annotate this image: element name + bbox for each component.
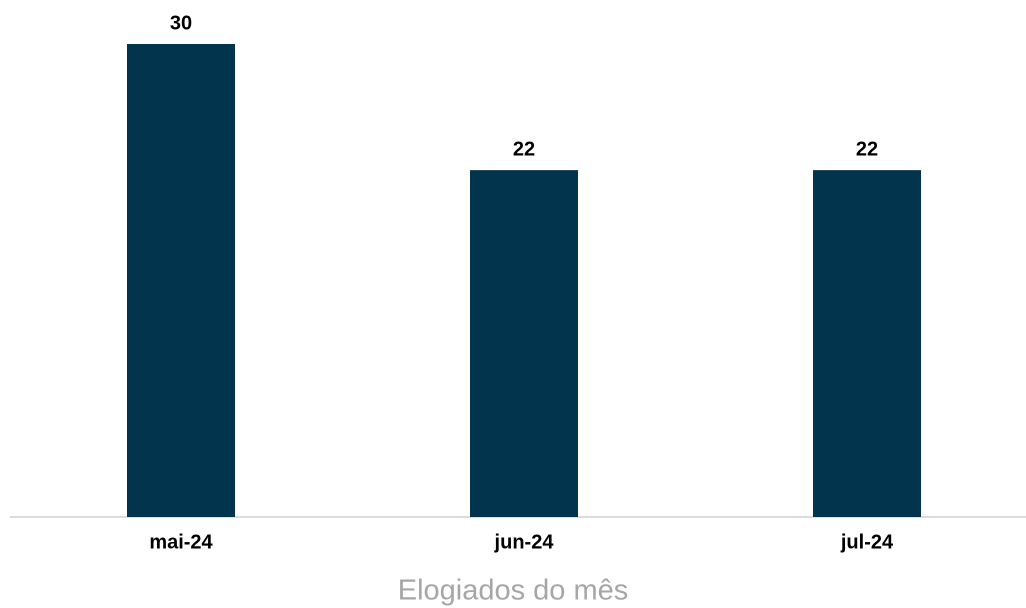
- bar: [813, 170, 921, 517]
- bar: [470, 170, 578, 517]
- bar: [127, 44, 235, 517]
- x-tick-label: jun-24: [494, 531, 555, 553]
- value-label: 22: [856, 138, 878, 160]
- value-label: 22: [513, 138, 535, 160]
- x-tick-label: jul-24: [840, 531, 894, 553]
- value-label: 30: [170, 12, 192, 34]
- x-axis-label: Elogiados do mês: [398, 575, 629, 607]
- x-tick-label: mai-24: [149, 531, 213, 553]
